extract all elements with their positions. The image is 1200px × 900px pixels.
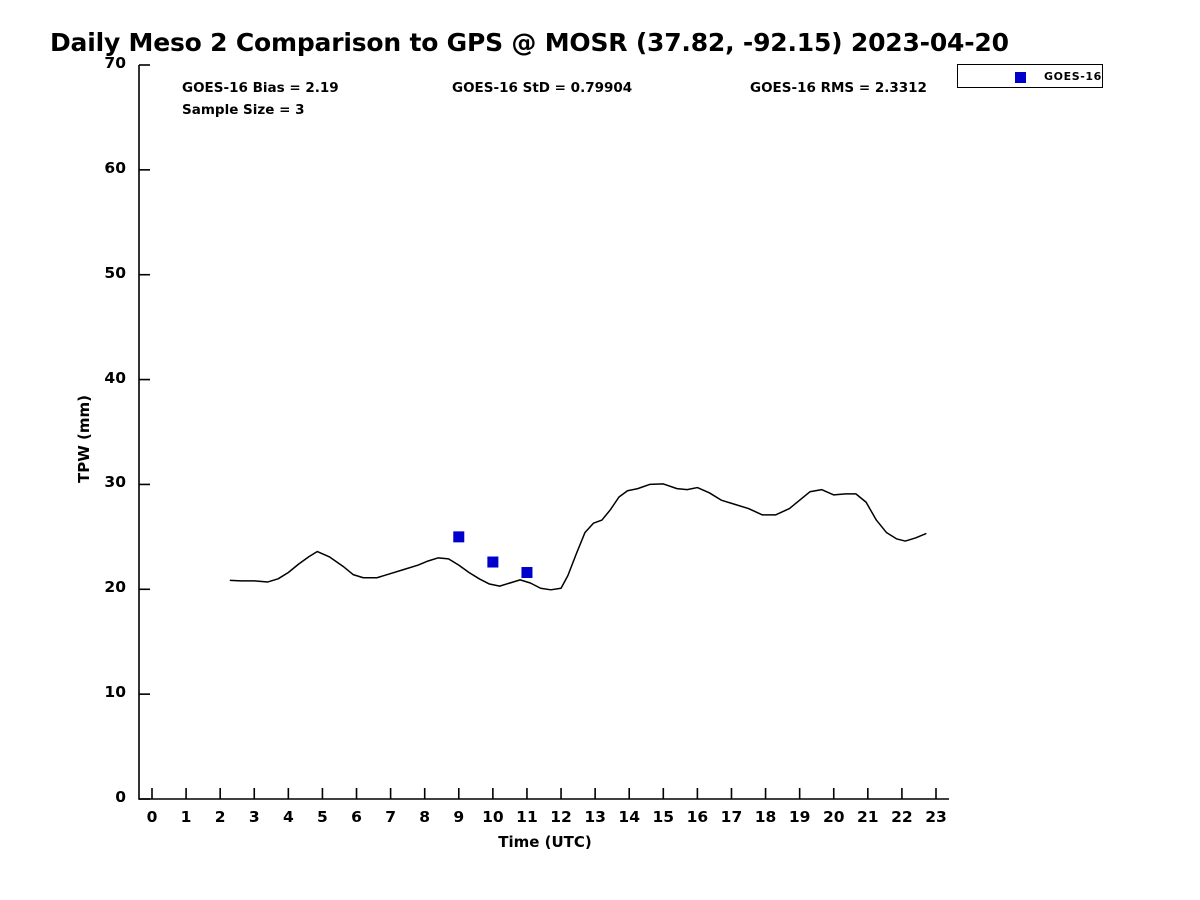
x-tick-label: 4 <box>282 808 294 826</box>
x-tick-label: 7 <box>385 808 396 826</box>
annotation-sample-size: Sample Size = 3 <box>182 102 305 118</box>
x-tick-label: 12 <box>550 808 572 826</box>
y-tick-label: 30 <box>104 473 126 492</box>
x-tick-label: 17 <box>720 808 743 826</box>
legend-label-goes16: GOES-16 <box>1044 70 1102 83</box>
x-tick-label: 5 <box>317 808 328 826</box>
x-tick-label: 10 <box>482 808 504 826</box>
x-tick-label: 9 <box>453 808 465 826</box>
axes <box>138 64 949 800</box>
x-tick-label: 22 <box>891 808 913 826</box>
legend-marker-goes16-icon <box>1015 72 1026 83</box>
y-tick-label: 40 <box>104 368 126 387</box>
x-tick-label: 20 <box>822 808 845 826</box>
x-tick-label: 1 <box>180 808 192 826</box>
x-tick-label: 11 <box>516 808 538 826</box>
annotation-rms: GOES-16 RMS = 2.3312 <box>750 80 927 96</box>
x-axis-label: Time (UTC) <box>498 833 592 851</box>
x-tick-label: 16 <box>686 808 709 826</box>
x-tick-label: 13 <box>584 808 606 826</box>
x-tick-label: 2 <box>214 808 226 826</box>
x-tick-label: 14 <box>618 808 640 826</box>
x-tick-label: 8 <box>419 808 431 826</box>
legend: GOES-16 <box>957 64 1103 88</box>
x-tick-label: 21 <box>857 808 879 826</box>
y-tick-label: 50 <box>104 263 126 282</box>
page-title: Daily Meso 2 Comparison to GPS @ MOSR (3… <box>50 28 1009 57</box>
x-tick-label: 23 <box>925 808 947 826</box>
annotation-std: GOES-16 StD = 0.79904 <box>452 80 633 96</box>
x-tick-label: 15 <box>652 808 675 826</box>
y-tick-label: 70 <box>104 54 126 72</box>
x-tick-label: 0 <box>146 808 158 826</box>
y-tick-label: 10 <box>104 683 126 702</box>
y-axis-label: TPW (mm) <box>75 395 93 483</box>
y-tick-label: 60 <box>104 158 126 177</box>
x-tick-label: 19 <box>788 808 811 826</box>
y-tick-label: 20 <box>104 578 126 597</box>
x-tick-label: 3 <box>248 808 260 826</box>
data-series <box>229 483 927 591</box>
x-tick-label: 6 <box>351 808 362 826</box>
y-tick-label: 0 <box>115 788 126 806</box>
annotation-bias: GOES-16 Bias = 2.19 <box>182 80 339 96</box>
x-tick-label: 18 <box>754 808 777 826</box>
